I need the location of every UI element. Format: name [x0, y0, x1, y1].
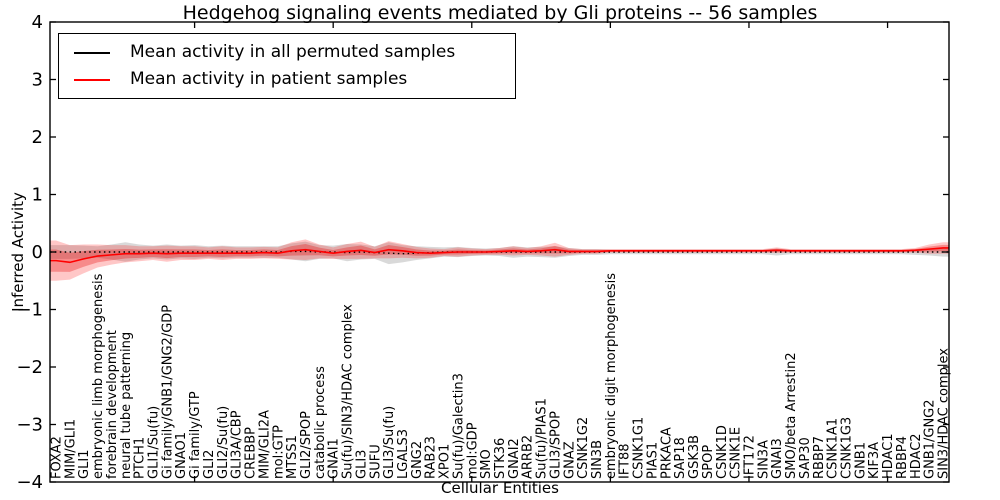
y-tick-label: 3 [32, 70, 43, 91]
x-tick-label: STK36 [493, 438, 508, 479]
legend-item-permuted: Mean activity in all permuted samples [59, 44, 515, 61]
x-tick-label: neural tube patterning [119, 332, 134, 479]
x-tick-label: CSNK1G1 [632, 417, 647, 479]
patient-std-band [50, 239, 949, 281]
x-tick-label: SAP30 [798, 437, 813, 479]
x-tick-label: Su(fu)/PIAS1 [535, 398, 550, 479]
x-tick-label: PRKACA [659, 427, 674, 479]
x-tick-label: FOXA2 [50, 436, 65, 479]
x-tick-label: GLI2/SPOP [299, 411, 314, 479]
x-tick-label: XPO1 [438, 444, 453, 479]
x-tick-label: GLI3/SPOP [548, 411, 563, 479]
x-tick-label: GNAI2 [507, 438, 522, 479]
x-tick-label: SIN3A [756, 440, 771, 479]
y-tick-label: 0 [32, 242, 43, 263]
x-tick-label: MTSS1 [285, 435, 300, 479]
x-tick-label: GLI1/Su(fu) [147, 406, 162, 479]
x-tick-label: catabolic process [313, 366, 328, 479]
x-tick-label: GNAZ [562, 441, 577, 479]
x-tick-label: GLI2/Su(fu) [216, 406, 231, 479]
y-tick-label: −1 [16, 300, 43, 321]
legend-label-patient: Mean activity in patient samples [130, 69, 408, 89]
x-tick-label: GNB1/GNG2 [923, 399, 938, 479]
x-tick-label: SAP18 [673, 437, 688, 479]
x-tick-label: IFT88 [618, 443, 633, 479]
x-tick-label: PTCH1 [133, 437, 148, 479]
y-axis-label: Inferred Activity [9, 192, 27, 312]
x-tick-label: ARRB2 [521, 435, 536, 479]
x-tick-label: mol:GTP [271, 425, 286, 479]
x-tick-label: HDAC2 [909, 433, 924, 479]
x-tick-label: MIM/GLI2A [257, 410, 272, 479]
x-tick-label: SMO [479, 449, 494, 479]
x-tick-label: LGALS3 [396, 429, 411, 479]
x-tick-label: GNB1 [853, 442, 868, 479]
x-tick-label: HDAC1 [881, 433, 896, 479]
x-tick-label: SIN3/HDAC complex [937, 348, 952, 479]
y-tick-label: 2 [32, 127, 43, 148]
x-tick-label: embryonic limb morphogenesis [91, 273, 106, 479]
y-tick-label: −3 [16, 415, 43, 436]
x-tick-label: forebrain development [105, 330, 120, 479]
x-tick-label: RBBP7 [812, 436, 827, 479]
patient-line-sample [74, 78, 110, 81]
x-tick-label: CSNK1G3 [839, 417, 854, 479]
permuted-std-band [50, 241, 949, 265]
x-tick-label: KIF3A [867, 442, 882, 479]
x-tick-label: GNAI3 [770, 438, 785, 479]
y-tick-label: 4 [32, 12, 43, 33]
x-tick-label: GLI3 [354, 450, 369, 479]
chart-title: Hedgehog signaling events mediated by Gl… [182, 2, 818, 24]
legend-item-patient: Mean activity in patient samples [59, 71, 515, 88]
x-tick-label: MIM/GLI1 [63, 419, 78, 479]
x-tick-label: GNAO1 [174, 432, 189, 479]
x-tick-label: SPOP [701, 445, 716, 479]
x-tick-label: CREBBP [244, 427, 259, 479]
x-axis-label: Cellular Entities [441, 479, 559, 497]
x-tick-label: SMO/beta Arrestin2 [784, 352, 799, 479]
legend-box: Mean activity in all permuted samples Me… [58, 33, 516, 99]
x-tick-label: GLI3A/CBP [230, 410, 245, 479]
x-tick-label: GLI2 [202, 450, 217, 479]
permuted-line-sample [74, 51, 110, 54]
x-tick-label: SIN3B [590, 440, 605, 479]
y-tick-label: −2 [16, 357, 43, 378]
x-tick-label: CSNK1E [729, 427, 744, 479]
x-tick-label: CSNK1D [715, 425, 730, 479]
x-tick-label: Su(fu)/Galectin3 [451, 373, 466, 479]
x-tick-label: CSNK1A1 [826, 418, 841, 479]
x-tick-label: embryonic digit morphogenesis [604, 273, 619, 479]
x-tick-label: GLI1 [77, 450, 92, 479]
x-tick-label: GLI3/Su(fu) [382, 406, 397, 479]
y-tick-label: −4 [16, 472, 43, 493]
x-tick-label: GNG2 [410, 441, 425, 479]
x-tick-label: PIAS1 [645, 442, 660, 479]
y-tick-label: 1 [32, 185, 43, 206]
x-tick-label: Gi family/GNB1/GNG2/GDP [160, 305, 175, 479]
x-tick-label: mol:GDP [465, 422, 480, 479]
x-tick-label: RAB23 [424, 436, 439, 479]
x-tick-label: IFT172 [742, 435, 757, 479]
x-tick-label: SUFU [368, 444, 383, 479]
legend-label-permuted: Mean activity in all permuted samples [130, 42, 456, 62]
x-tick-label: GNAI1 [327, 438, 342, 479]
patient-mean-line [50, 247, 949, 264]
x-tick-label: RBBP4 [895, 436, 910, 479]
x-tick-label: GSK3B [687, 435, 702, 479]
x-tick-label: Gi family/GTP [188, 391, 203, 479]
x-tick-label: CSNK1G2 [576, 417, 591, 479]
x-tick-label: Su(fu)/SIN3/HDAC complex [341, 304, 356, 479]
